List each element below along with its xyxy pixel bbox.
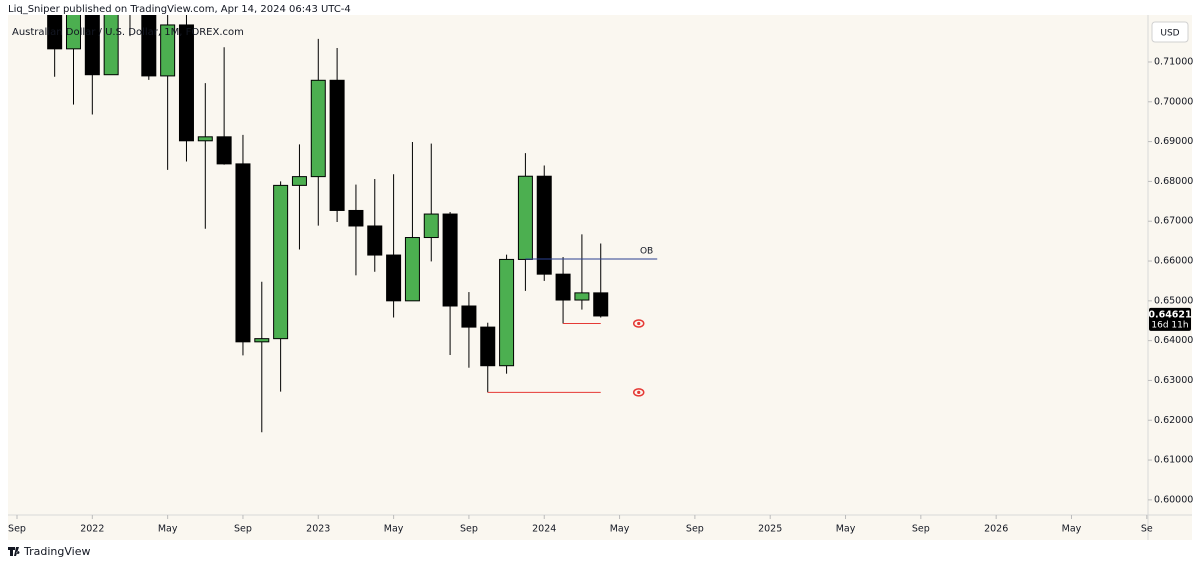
y-tick-label: 0.68000 — [1154, 176, 1193, 187]
alert-icon — [632, 388, 645, 397]
y-tick-label: 0.62000 — [1154, 415, 1193, 426]
y-tick-label: 0.64000 — [1154, 335, 1193, 346]
last-price-box — [1149, 307, 1191, 331]
level-label: OB — [640, 247, 653, 257]
candle-body — [65, 15, 81, 50]
x-tick-label: 2024 — [532, 524, 556, 535]
x-tick-label: 2025 — [758, 524, 782, 535]
y-tick-label: 0.65000 — [1154, 295, 1193, 306]
x-tick-label: May — [610, 524, 630, 535]
candle-body — [141, 15, 157, 77]
currency-box[interactable] — [1151, 21, 1189, 43]
alert-pupil — [637, 321, 641, 326]
y-tick-label: 0.61000 — [1154, 455, 1193, 466]
y-tick-label: 0.69000 — [1154, 136, 1193, 147]
plot-area — [47, 15, 658, 433]
candle-body — [178, 24, 194, 142]
x-tick-label: Sep — [8, 524, 26, 535]
tv-logo — [8, 547, 20, 556]
x-tick-label: May — [384, 524, 404, 535]
alert-pupil — [637, 390, 641, 394]
x-tick-label: Sep — [234, 524, 252, 535]
x-tick-label: Se — [1141, 524, 1153, 535]
x-tick-label: Sep — [460, 524, 478, 535]
candle-body — [216, 136, 232, 165]
alert-icon — [632, 319, 645, 328]
x-tick-label: 2026 — [984, 524, 1008, 535]
alert-eye — [632, 388, 645, 397]
countdown-label: 16d 11h — [1151, 320, 1188, 330]
footer-brand: TradingView — [23, 545, 90, 558]
candle-body — [273, 184, 289, 340]
candle-body — [47, 15, 63, 50]
publisher-note: Liq_Sniper published on TradingView.com,… — [8, 4, 351, 15]
candle-body — [555, 273, 571, 301]
candle-body — [480, 326, 496, 367]
y-tick-label: 0.66000 — [1154, 256, 1193, 267]
y-tick-label: 0.70000 — [1154, 96, 1193, 107]
candle-body — [367, 225, 383, 256]
candle-body — [254, 338, 270, 343]
candle-body — [593, 292, 609, 317]
candle-body — [84, 15, 100, 76]
symbol-legend: Australian Dollar / U.S. Dollar, 1M, FOR… — [12, 27, 244, 38]
x-tick-label: May — [1062, 524, 1082, 535]
candle-body — [197, 136, 213, 142]
candle-body — [348, 209, 364, 227]
currency[interactable]: USD — [1160, 29, 1179, 39]
x-tick-label: Sep — [686, 524, 704, 535]
alert-eye — [632, 319, 645, 328]
candle-body — [499, 258, 515, 367]
candle-body — [517, 175, 533, 260]
candle-body — [160, 24, 176, 77]
candle-body — [291, 176, 307, 186]
y-tick-label: 0.60000 — [1154, 494, 1193, 505]
candle-body — [310, 79, 326, 178]
x-tick-label: May — [158, 524, 178, 535]
candle-body — [536, 175, 552, 275]
y-tick-label: 0.71000 — [1154, 56, 1193, 67]
candle-body — [461, 305, 477, 328]
candle-body — [423, 213, 439, 239]
candle-body — [103, 15, 119, 76]
candle-body — [386, 254, 402, 302]
y-tick-label: 0.67000 — [1154, 216, 1193, 227]
y-tick-label: 0.63000 — [1154, 375, 1193, 386]
last-price-label: 0.64621 — [1148, 309, 1191, 320]
candle-body — [235, 163, 251, 343]
x-tick-label: 2022 — [80, 524, 104, 535]
candle-body — [574, 292, 590, 301]
candle-body — [329, 79, 345, 211]
x-tick-label: 2023 — [306, 524, 330, 535]
x-tick-label: Sep — [912, 524, 930, 535]
candle-body — [442, 213, 458, 307]
candle-body — [404, 237, 420, 302]
x-tick-label: May — [836, 524, 856, 535]
